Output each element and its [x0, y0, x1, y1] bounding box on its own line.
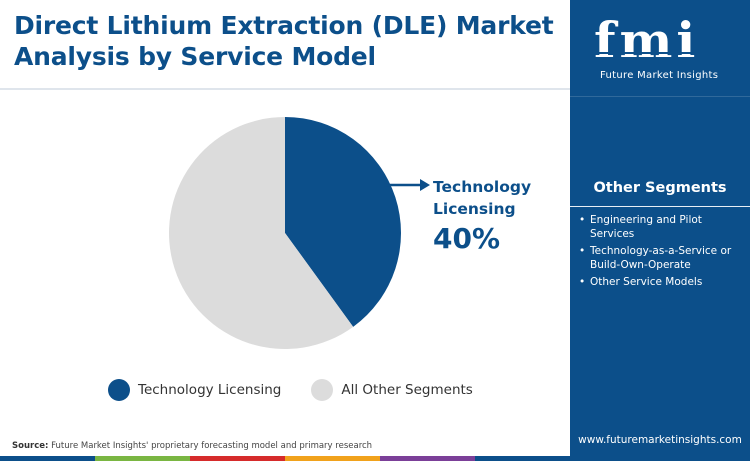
- pie-slice-all-other-segments: [168, 117, 354, 350]
- fmi-logo: fmi Future Market Insights: [570, 6, 750, 94]
- pie-chart: [168, 117, 401, 350]
- callout-value: 40%: [433, 222, 501, 255]
- source-note: Source: Future Market Insights' propriet…: [12, 441, 372, 451]
- color-stripe: [0, 456, 570, 461]
- legend: Technology Licensing All Other Segments: [108, 377, 503, 403]
- logo-subtitle: Future Market Insights: [600, 70, 719, 81]
- list-item: Other Service Models: [576, 276, 748, 290]
- list-item: Engineering and Pilot Services: [576, 214, 748, 241]
- chart-area: Direct Lithium Extraction (DLE) Market A…: [0, 11, 570, 461]
- other-segments-heading: Other Segments: [593, 180, 727, 196]
- legend-item-all-other-segments: All Other Segments: [311, 379, 473, 401]
- legend-label: All Other Segments: [341, 382, 473, 398]
- list-item: Technology-as-a-Service or Build-Own-Ope…: [576, 245, 748, 272]
- callout-arrow-icon: [384, 179, 430, 191]
- other-segments-list: Engineering and Pilot Services Technolog…: [576, 214, 748, 294]
- pie-slice-technology-licensing: [285, 117, 401, 327]
- chart-title: Direct Lithium Extraction (DLE) Market A…: [14, 11, 554, 71]
- logo-stripes-icon: [592, 52, 732, 64]
- other-segments-divider: [570, 206, 750, 207]
- sidebar: fmi Future Market Insights Other Segment…: [570, 0, 750, 461]
- legend-swatch-all-other-segments: [311, 379, 334, 401]
- callout-label: Technology Licensing: [433, 178, 532, 218]
- source-text: Future Market Insights' proprietary fore…: [51, 441, 373, 451]
- source-label: Source:: [12, 441, 49, 451]
- legend-label: Technology Licensing: [138, 382, 282, 398]
- legend-swatch-technology-licensing: [108, 379, 130, 401]
- sidebar-divider: [570, 96, 750, 97]
- title-divider: [0, 88, 570, 90]
- website-link[interactable]: www.futuremarketinsights.com: [578, 434, 742, 446]
- legend-item-technology-licensing: Technology Licensing: [108, 379, 281, 401]
